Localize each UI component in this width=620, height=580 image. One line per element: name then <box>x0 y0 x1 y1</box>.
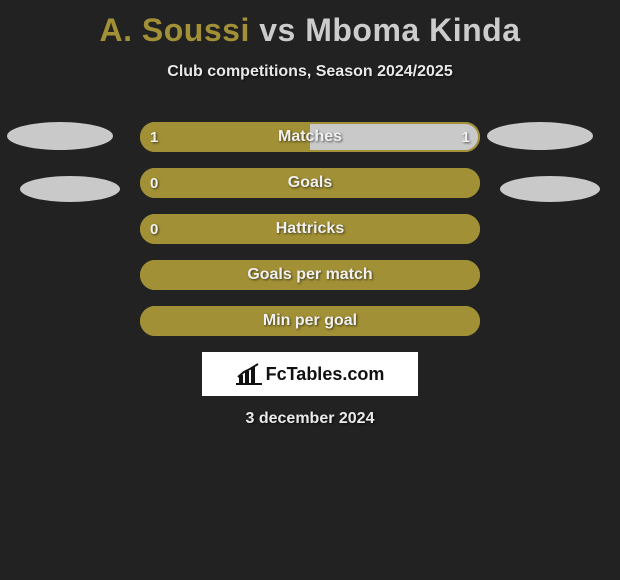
stat-row: 0Hattricks <box>0 214 620 244</box>
chart-icon <box>236 363 262 385</box>
title-player1: A. Soussi <box>100 12 250 48</box>
bar-outline <box>140 168 480 198</box>
stat-rows: 11Matches0Goals0HattricksGoals per match… <box>0 122 620 352</box>
bar-outline <box>140 306 480 336</box>
stat-row: Goals per match <box>0 260 620 290</box>
value-left: 1 <box>150 122 158 152</box>
side-ellipse <box>20 176 120 202</box>
subtitle: Club competitions, Season 2024/2025 <box>0 63 620 81</box>
bar-outline <box>140 214 480 244</box>
side-ellipse <box>7 122 113 150</box>
page-title: A. Soussi vs Mboma Kinda <box>0 0 620 49</box>
title-vs: vs <box>259 12 296 48</box>
bar-outline <box>140 260 480 290</box>
value-right: 1 <box>462 122 470 152</box>
side-ellipse <box>500 176 600 202</box>
stat-row: Min per goal <box>0 306 620 336</box>
bar-outline <box>140 122 480 152</box>
value-left: 0 <box>150 168 158 198</box>
footer-date: 3 december 2024 <box>0 410 620 428</box>
brand-text: FcTables.com <box>266 364 385 385</box>
value-left: 0 <box>150 214 158 244</box>
brand-badge: FcTables.com <box>202 352 418 396</box>
side-ellipse <box>487 122 593 150</box>
title-player2: Mboma Kinda <box>305 12 520 48</box>
